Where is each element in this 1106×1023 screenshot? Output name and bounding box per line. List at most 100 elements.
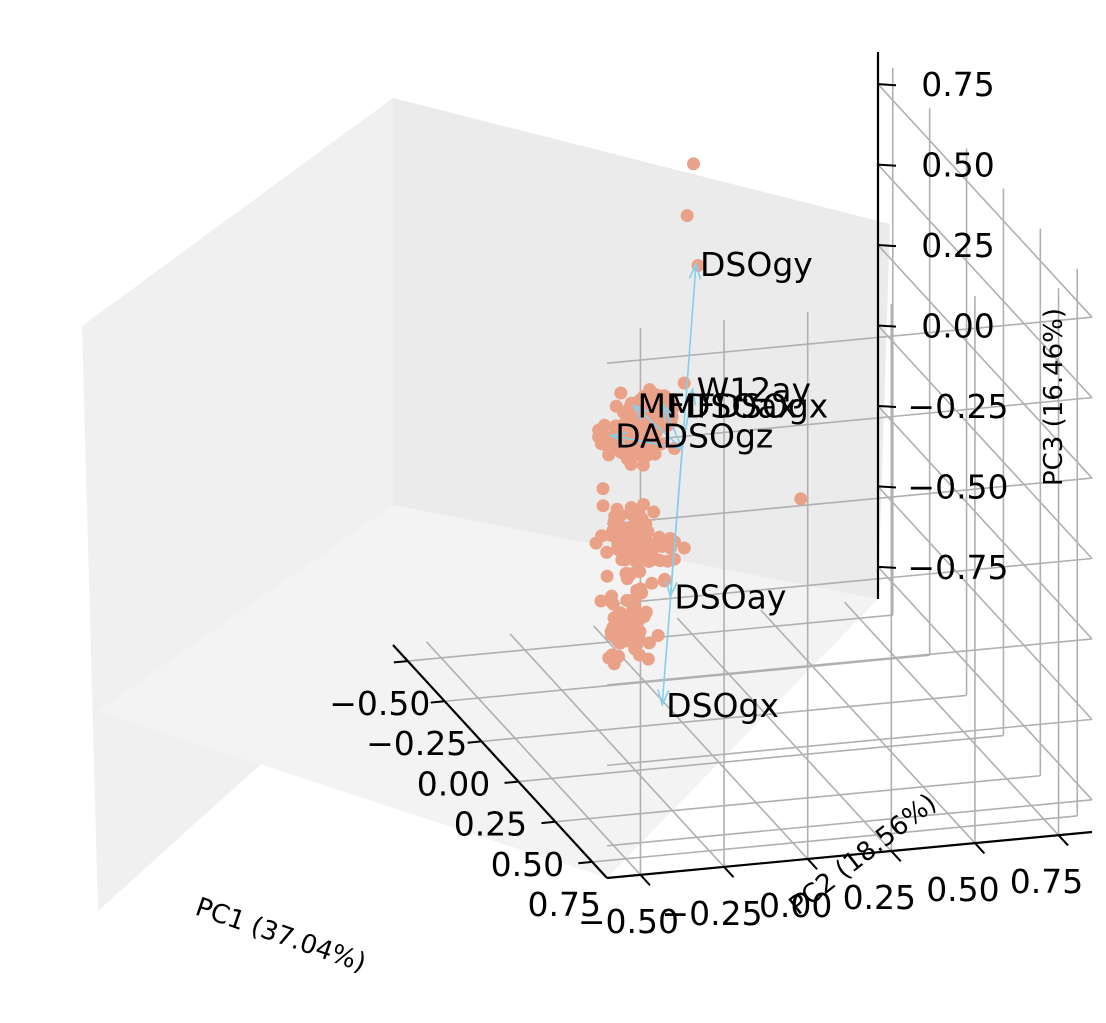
x-axis-tick-label: −0.25 [366, 724, 467, 763]
data-point [596, 482, 610, 496]
data-point [615, 528, 628, 542]
x-axis-tick [393, 660, 408, 664]
z-axis-tick [877, 324, 897, 328]
z-axis-tick [877, 485, 897, 489]
y-axis-tick-label: −0.50 [578, 902, 679, 941]
data-point [635, 554, 649, 568]
loading-W12ay: W12ay [681, 371, 811, 450]
y-axis-tick-label: −0.25 [661, 894, 762, 933]
data-point [628, 642, 642, 656]
data-point [605, 589, 619, 603]
grid-line [444, 654, 930, 703]
y-axis-tick [806, 858, 818, 870]
y-axis-tick-label: 0.00 [759, 886, 832, 925]
data-point [628, 616, 642, 630]
loading-arrow [681, 389, 694, 450]
x-axis-tick-label: 0.50 [491, 845, 564, 884]
data-point [677, 541, 691, 555]
data-point [624, 546, 637, 560]
grid-line [606, 316, 1093, 364]
scatter-points [589, 157, 808, 671]
y-axis-tick [1057, 834, 1069, 847]
z-axis-tick-label: 0.50 [921, 146, 994, 185]
grid-line [606, 557, 1093, 606]
x-axis-tick-label: 0.00 [417, 764, 490, 803]
loading-arrowhead [657, 689, 670, 708]
data-point [641, 652, 655, 666]
data-point [602, 651, 616, 665]
loading-arrowhead [683, 387, 697, 406]
loading-arrowhead [608, 432, 628, 445]
loading-label: DSOgy [700, 245, 813, 284]
data-point [589, 536, 603, 550]
data-point [624, 567, 638, 581]
loading-arrow [661, 448, 684, 706]
grid-line [877, 164, 1093, 399]
data-point [794, 492, 808, 506]
data-point [628, 418, 642, 432]
x-axis-tick [541, 820, 556, 825]
axes: −0.50−0.250.000.250.500.75−0.50−0.250.00… [329, 52, 1093, 941]
data-point [627, 448, 641, 462]
data-point [628, 591, 642, 605]
x-axis-tick-label: 0.25 [454, 805, 527, 844]
loading-label: DSOgx [666, 686, 779, 725]
data-point [658, 572, 672, 586]
data-point [614, 386, 628, 400]
data-point [610, 502, 624, 516]
z-axis-label: PC3 (16.46%) [1039, 308, 1069, 486]
x-axis-tick [467, 740, 482, 744]
data-point [619, 418, 633, 432]
data-point [661, 554, 675, 568]
grid-line [481, 694, 967, 743]
z-axis-tick [877, 163, 897, 167]
loading-arrowhead [663, 403, 676, 422]
loading-DSOgx: DSOgx [657, 448, 779, 725]
loading-MFDSOgx: MFDSOgx [663, 387, 828, 450]
x-axis-label: PC1 (37.04%) [192, 892, 370, 978]
grid-line [877, 566, 1093, 801]
data-point [651, 629, 665, 642]
y-axis-tick-label: 0.25 [843, 878, 916, 917]
data-point [612, 650, 626, 663]
loading-arrowhead [688, 261, 702, 280]
x-axis-tick-label: −0.50 [329, 684, 430, 723]
data-point [600, 545, 614, 559]
data-point [691, 259, 705, 272]
data-point [609, 399, 623, 413]
data-point [596, 499, 610, 513]
data-point [600, 569, 614, 583]
grid-line [606, 718, 1093, 767]
z-axis-tick-label: −0.25 [907, 387, 1008, 426]
data-point [639, 530, 653, 544]
grid-line [606, 396, 1093, 445]
loading-DSOgy: DSOgy [681, 245, 813, 449]
z-axis-tick-label: 0.25 [921, 226, 994, 265]
y-axis-line [606, 830, 1093, 880]
grid-line [509, 633, 725, 868]
data-point [645, 576, 659, 590]
loading-label: DADSOgz [615, 416, 773, 455]
grid-line [877, 83, 1093, 318]
y-axis-tick [723, 866, 735, 878]
data-point [628, 518, 642, 532]
loading-arrow [681, 263, 697, 449]
loading-label: W12ay [697, 371, 811, 410]
x-axis-tick-label: 0.75 [527, 885, 600, 924]
z-axis-tick [877, 404, 897, 409]
loading-arrow [663, 405, 683, 450]
x-axis-line [392, 644, 608, 879]
data-point [654, 437, 668, 451]
y-axis-tick-label: 0.75 [1010, 862, 1083, 901]
grid-line [877, 485, 1093, 720]
loading-label: DSOay [674, 578, 786, 617]
grid-line [760, 609, 976, 844]
z-axis-tick [877, 244, 897, 248]
grid-line [676, 617, 892, 852]
y-axis-tick [890, 850, 902, 863]
data-point [687, 157, 700, 171]
loading-label: MFDSOgx [668, 387, 828, 426]
loading-DADSOgz: DADSOgz [608, 416, 773, 455]
z-axis-tick [877, 565, 897, 569]
grid-line [592, 815, 1078, 863]
